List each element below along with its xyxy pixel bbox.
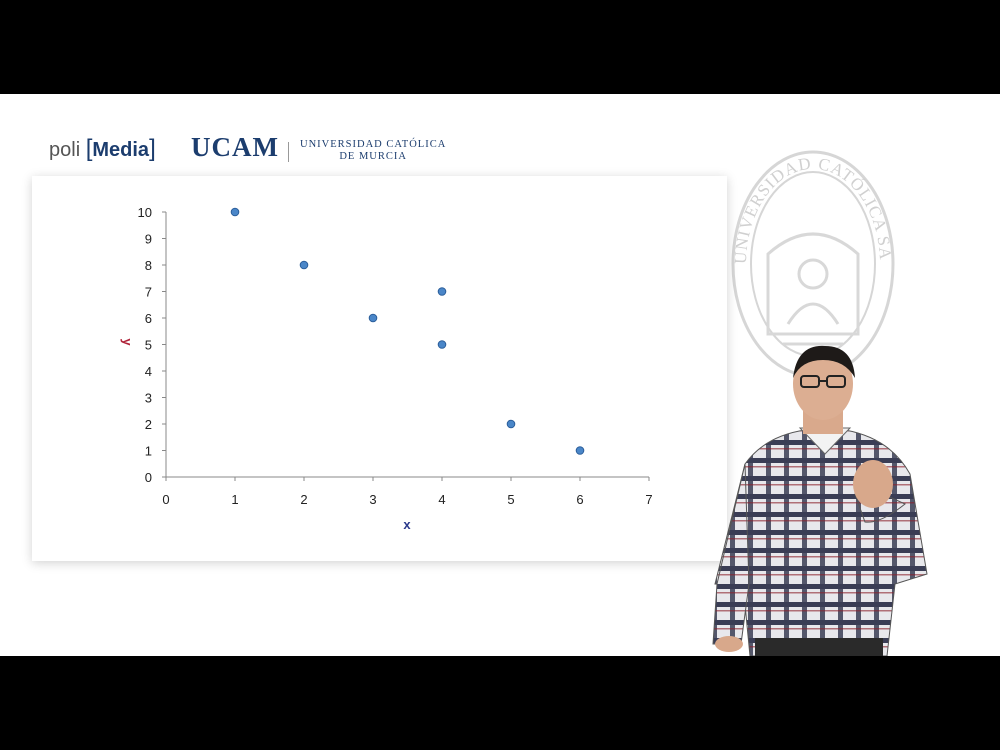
presenter-figure [712, 345, 928, 656]
logo-divider [288, 142, 289, 162]
polimedia-bracket-open: [ [85, 135, 93, 162]
x-tick-label: 7 [645, 492, 652, 507]
data-point [506, 419, 516, 429]
y-tick-label: 7 [145, 285, 152, 300]
data-point [437, 340, 447, 349]
x-tick-label: 4 [438, 492, 445, 507]
data-point [575, 446, 585, 455]
data-point [299, 260, 309, 270]
university-name: Universidad Católica de Murcia [300, 139, 446, 163]
x-tick-label: 6 [576, 492, 583, 507]
x-tick-label: 5 [507, 492, 514, 507]
data-point [368, 313, 378, 323]
y-tick-label: 10 [138, 205, 152, 220]
y-tick-label: 0 [145, 470, 152, 485]
y-tick-label: 1 [145, 444, 152, 459]
polimedia-logo-media: Media [92, 139, 150, 161]
y-tick-label: 4 [145, 364, 152, 379]
y-tick-label: 5 [145, 338, 152, 353]
polimedia-logo-poli: poli [49, 139, 81, 161]
x-tick-label: 3 [369, 492, 376, 507]
polimedia-logo: poli [Media] [49, 135, 156, 163]
y-tick-label: 8 [145, 258, 152, 273]
data-point [437, 287, 447, 296]
video-frame: poli [Media] UCAM Universidad Católica d… [0, 94, 1000, 656]
chart-ticks: 0 1 2 3 4 5 6 7 0 1 2 3 4 5 6 7 8 9 10 [138, 205, 653, 507]
y-tick-label: 9 [145, 232, 152, 247]
chart-axes [165, 212, 649, 478]
x-tick-label: 2 [300, 492, 307, 507]
university-name-line1: Universidad Católica [300, 139, 447, 150]
university-name-line2: de Murcia [339, 151, 407, 162]
ucam-logo: UCAM [191, 132, 279, 162]
y-tick-label: 6 [145, 311, 152, 326]
scatter-chart: 0 1 2 3 4 5 6 7 0 1 2 3 4 5 6 7 8 9 10 x y [120, 205, 653, 532]
x-axis-label: x [403, 517, 411, 532]
university-seal-watermark: UNIVERSIDAD CATÓLICA SAN ANTONIO [728, 144, 895, 378]
y-axis-label: y [120, 338, 135, 346]
data-point [230, 207, 240, 217]
x-tick-label: 0 [162, 492, 169, 507]
chart-points [230, 207, 585, 455]
y-tick-label: 3 [145, 391, 152, 406]
chart-panel: 0 1 2 3 4 5 6 7 0 1 2 3 4 5 6 7 8 9 10 x y [32, 176, 727, 561]
polimedia-bracket-close: ] [149, 135, 156, 162]
y-tick-label: 2 [145, 417, 152, 432]
x-tick-label: 1 [231, 492, 238, 507]
